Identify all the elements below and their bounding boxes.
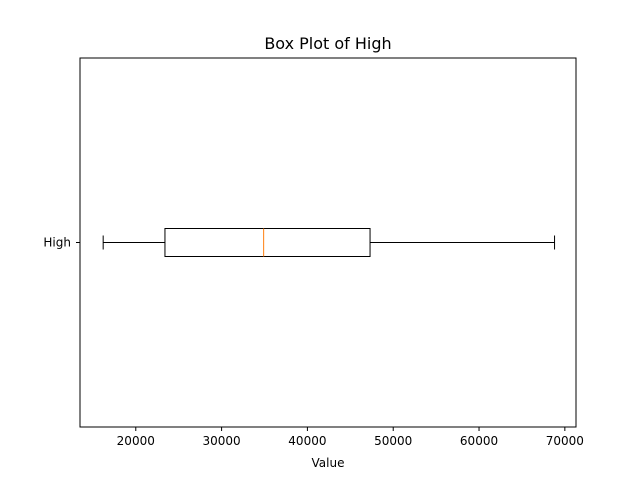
- box-series: [102, 228, 556, 257]
- x-axis-label: Value: [312, 456, 345, 470]
- box-iqr: [164, 228, 371, 257]
- x-tick-label: 40000: [288, 434, 326, 448]
- x-tick-label: 20000: [117, 434, 155, 448]
- x-tick-label: 70000: [546, 434, 584, 448]
- y-axis: High: [43, 236, 80, 250]
- box-group: [102, 228, 556, 257]
- y-tick-label: High: [43, 236, 71, 250]
- chart-title: Box Plot of High: [264, 34, 391, 53]
- x-tick-label: 30000: [202, 434, 240, 448]
- x-axis: 20000 30000 40000 50000 60000 70000: [117, 427, 584, 448]
- x-tick-label: 50000: [374, 434, 412, 448]
- x-tick-label: 60000: [460, 434, 498, 448]
